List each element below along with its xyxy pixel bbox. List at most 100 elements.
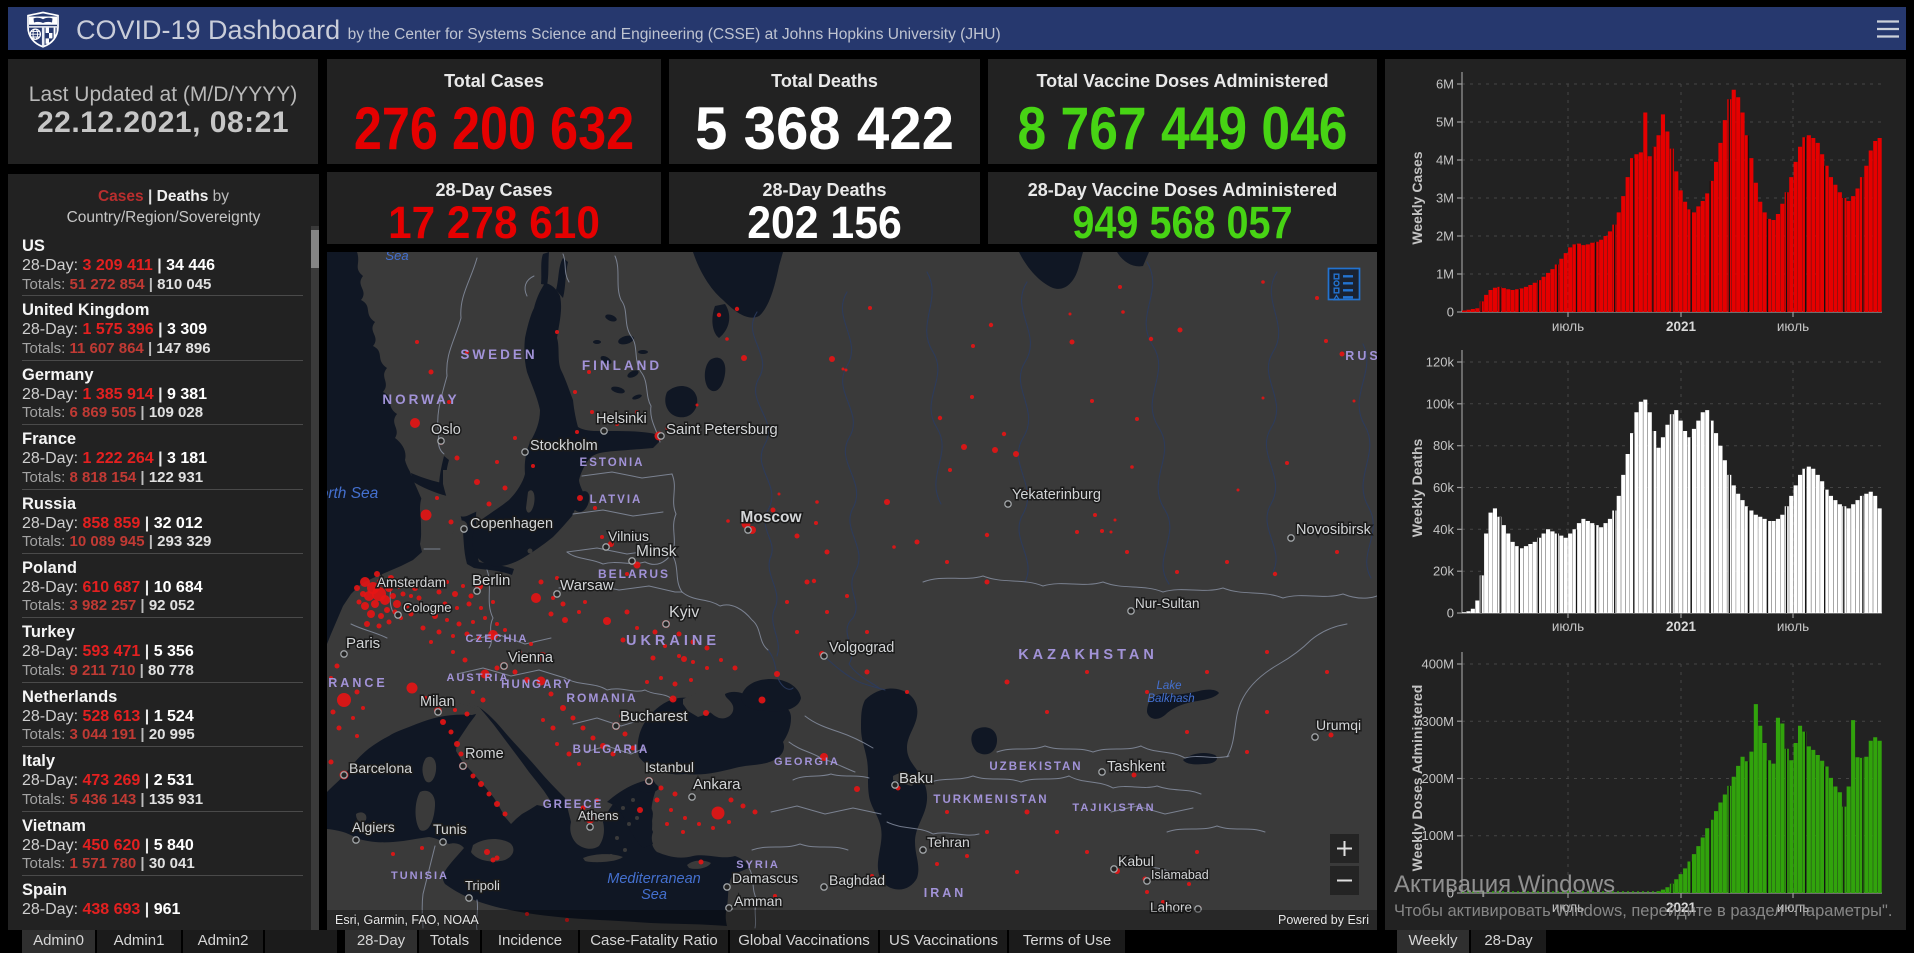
svg-text:Saint Petersburg: Saint Petersburg: [666, 421, 778, 438]
svg-text:Nur-Sultan: Nur-Sultan: [1135, 596, 1200, 611]
svg-text:RANCE: RANCE: [328, 676, 387, 690]
svg-text:Vienna: Vienna: [508, 650, 554, 666]
svg-text:Damascus: Damascus: [732, 870, 798, 886]
svg-text:Lake: Lake: [1157, 680, 1182, 692]
svg-text:июль: июль: [1777, 900, 1809, 915]
svg-text:100k: 100k: [1426, 396, 1455, 411]
svg-text:Balkhash: Balkhash: [1147, 693, 1194, 705]
svg-text:июль: июль: [1552, 319, 1584, 334]
svg-text:Ankara: Ankara: [693, 776, 741, 793]
svg-text:BELARUS: BELARUS: [598, 567, 670, 581]
svg-text:SWEDEN: SWEDEN: [460, 347, 537, 362]
svg-text:300M: 300M: [1421, 714, 1454, 729]
svg-text:Weekly Doses Administered: Weekly Doses Administered: [1409, 685, 1425, 872]
svg-text:Islamabad: Islamabad: [1151, 868, 1209, 882]
svg-text:SYRIA: SYRIA: [736, 859, 780, 871]
svg-text:40k: 40k: [1433, 522, 1454, 537]
svg-text:2021: 2021: [1666, 900, 1697, 915]
svg-text:Helsinki: Helsinki: [596, 411, 647, 427]
svg-text:GEORGIA: GEORGIA: [774, 756, 840, 768]
svg-text:Esri, Garmin, FAO, NOAA: Esri, Garmin, FAO, NOAA: [335, 913, 479, 927]
svg-text:Baku: Baku: [899, 770, 933, 787]
svg-text:2021: 2021: [1666, 619, 1697, 634]
svg-text:HUNGARY: HUNGARY: [501, 679, 573, 691]
svg-text:Oslo: Oslo: [431, 422, 461, 438]
svg-text:ROMANIA: ROMANIA: [566, 691, 637, 705]
svg-text:Berlin: Berlin: [472, 572, 510, 589]
svg-text:TURKMENISTAN: TURKMENISTAN: [933, 794, 1048, 806]
svg-text:2021: 2021: [1666, 319, 1697, 334]
svg-text:июль: июль: [1777, 319, 1809, 334]
svg-text:6M: 6M: [1436, 77, 1454, 92]
svg-text:Athens: Athens: [578, 808, 619, 823]
svg-text:TAJIKISTAN: TAJIKISTAN: [1072, 802, 1155, 814]
svg-text:Baghdad: Baghdad: [829, 872, 885, 888]
svg-text:Novosibirsk: Novosibirsk: [1296, 522, 1372, 538]
svg-text:Yekaterinburg: Yekaterinburg: [1012, 487, 1101, 503]
svg-text:Istanbul: Istanbul: [645, 759, 694, 775]
svg-text:Lahore: Lahore: [1150, 900, 1192, 915]
svg-text:1M: 1M: [1436, 267, 1454, 282]
svg-text:CZECHIA: CZECHIA: [466, 633, 529, 645]
svg-text:Rome: Rome: [465, 746, 504, 762]
svg-text:Tunis: Tunis: [433, 821, 467, 837]
svg-text:Weekly Cases: Weekly Cases: [1409, 151, 1425, 244]
svg-text:Barcelona: Barcelona: [349, 760, 412, 776]
svg-text:BULGARIA: BULGARIA: [573, 744, 650, 756]
svg-text:июль: июль: [1552, 619, 1584, 634]
svg-text:4M: 4M: [1436, 153, 1454, 168]
svg-text:Amsterdam: Amsterdam: [377, 575, 446, 590]
svg-text:июль: июль: [1777, 619, 1809, 634]
svg-text:Sea: Sea: [385, 252, 408, 263]
svg-text:Vilnius: Vilnius: [608, 528, 649, 544]
svg-text:IRAN: IRAN: [924, 886, 967, 900]
svg-text:KAZAKHSTAN: KAZAKHSTAN: [1018, 647, 1158, 663]
svg-text:Stockholm: Stockholm: [530, 438, 598, 454]
svg-text:Warsaw: Warsaw: [560, 577, 614, 594]
svg-text:RUS: RUS: [1345, 349, 1377, 363]
svg-text:Powered by Esri: Powered by Esri: [1278, 913, 1369, 927]
svg-text:0: 0: [1447, 305, 1454, 320]
svg-text:UZBEKISTAN: UZBEKISTAN: [989, 761, 1082, 773]
svg-text:ESTONIA: ESTONIA: [580, 457, 645, 469]
svg-text:Paris: Paris: [346, 635, 380, 652]
svg-text:Weekly Deaths: Weekly Deaths: [1409, 439, 1425, 538]
svg-text:120k: 120k: [1426, 355, 1455, 370]
svg-text:Sea: Sea: [641, 887, 667, 903]
svg-text:Bucharest: Bucharest: [620, 708, 688, 725]
svg-text:Minsk: Minsk: [636, 543, 677, 560]
svg-text:GREECE: GREECE: [543, 799, 604, 811]
svg-text:orth Sea: orth Sea: [327, 485, 379, 502]
svg-text:Tripoli: Tripoli: [465, 878, 500, 893]
svg-text:UKRAINE: UKRAINE: [626, 633, 720, 649]
svg-text:0: 0: [1447, 886, 1454, 901]
svg-text:200M: 200M: [1421, 771, 1454, 786]
svg-text:Amman: Amman: [734, 893, 782, 909]
svg-text:3M: 3M: [1436, 191, 1454, 206]
svg-text:Volgograd: Volgograd: [829, 640, 894, 656]
svg-text:5M: 5M: [1436, 115, 1454, 130]
svg-text:Tehran: Tehran: [927, 834, 970, 850]
svg-text:0: 0: [1447, 606, 1454, 621]
svg-text:июль: июль: [1552, 900, 1584, 915]
svg-text:Tashkent: Tashkent: [1107, 759, 1165, 775]
svg-text:Milan: Milan: [420, 694, 455, 710]
svg-text:20k: 20k: [1433, 564, 1454, 579]
svg-text:Copenhagen: Copenhagen: [470, 516, 553, 532]
svg-text:Algiers: Algiers: [352, 819, 395, 835]
svg-text:100M: 100M: [1421, 828, 1454, 843]
svg-text:Moscow: Moscow: [740, 509, 802, 526]
svg-text:Cologne: Cologne: [403, 600, 451, 615]
svg-text:LATVIA: LATVIA: [590, 494, 643, 506]
svg-text:NORWAY: NORWAY: [382, 392, 459, 407]
svg-text:80k: 80k: [1433, 438, 1454, 453]
svg-text:Kabul: Kabul: [1118, 853, 1154, 869]
svg-text:60k: 60k: [1433, 480, 1454, 495]
svg-text:Kyiv: Kyiv: [669, 604, 699, 621]
svg-text:2M: 2M: [1436, 229, 1454, 244]
svg-text:Mediterranean: Mediterranean: [607, 871, 701, 887]
svg-text:Urumqi: Urumqi: [1316, 717, 1361, 733]
svg-text:400M: 400M: [1421, 657, 1454, 672]
svg-text:AUSTRIA: AUSTRIA: [447, 672, 510, 684]
svg-text:FINLAND: FINLAND: [582, 358, 662, 373]
